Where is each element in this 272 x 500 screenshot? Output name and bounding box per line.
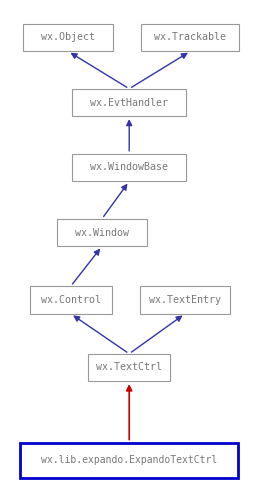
Text: wx.Object: wx.Object bbox=[41, 32, 95, 42]
Bar bbox=[20, 442, 238, 478]
Text: wx.Control: wx.Control bbox=[41, 295, 101, 305]
Text: wx.TextCtrl: wx.TextCtrl bbox=[96, 362, 162, 372]
Text: wx.Window: wx.Window bbox=[75, 228, 129, 237]
Text: wx.WindowBase: wx.WindowBase bbox=[90, 162, 168, 172]
Bar bbox=[57, 218, 147, 246]
Text: wx.TextEntry: wx.TextEntry bbox=[149, 295, 221, 305]
Text: wx.lib.expando.ExpandoTextCtrl: wx.lib.expando.ExpandoTextCtrl bbox=[41, 455, 217, 465]
Bar bbox=[88, 354, 170, 381]
Bar bbox=[72, 154, 186, 181]
Bar bbox=[141, 24, 239, 51]
Text: wx.EvtHandler: wx.EvtHandler bbox=[90, 98, 168, 108]
Bar bbox=[72, 88, 186, 116]
Bar bbox=[23, 24, 113, 51]
Bar bbox=[30, 286, 112, 314]
Bar bbox=[140, 286, 230, 314]
Text: wx.Trackable: wx.Trackable bbox=[154, 32, 226, 42]
